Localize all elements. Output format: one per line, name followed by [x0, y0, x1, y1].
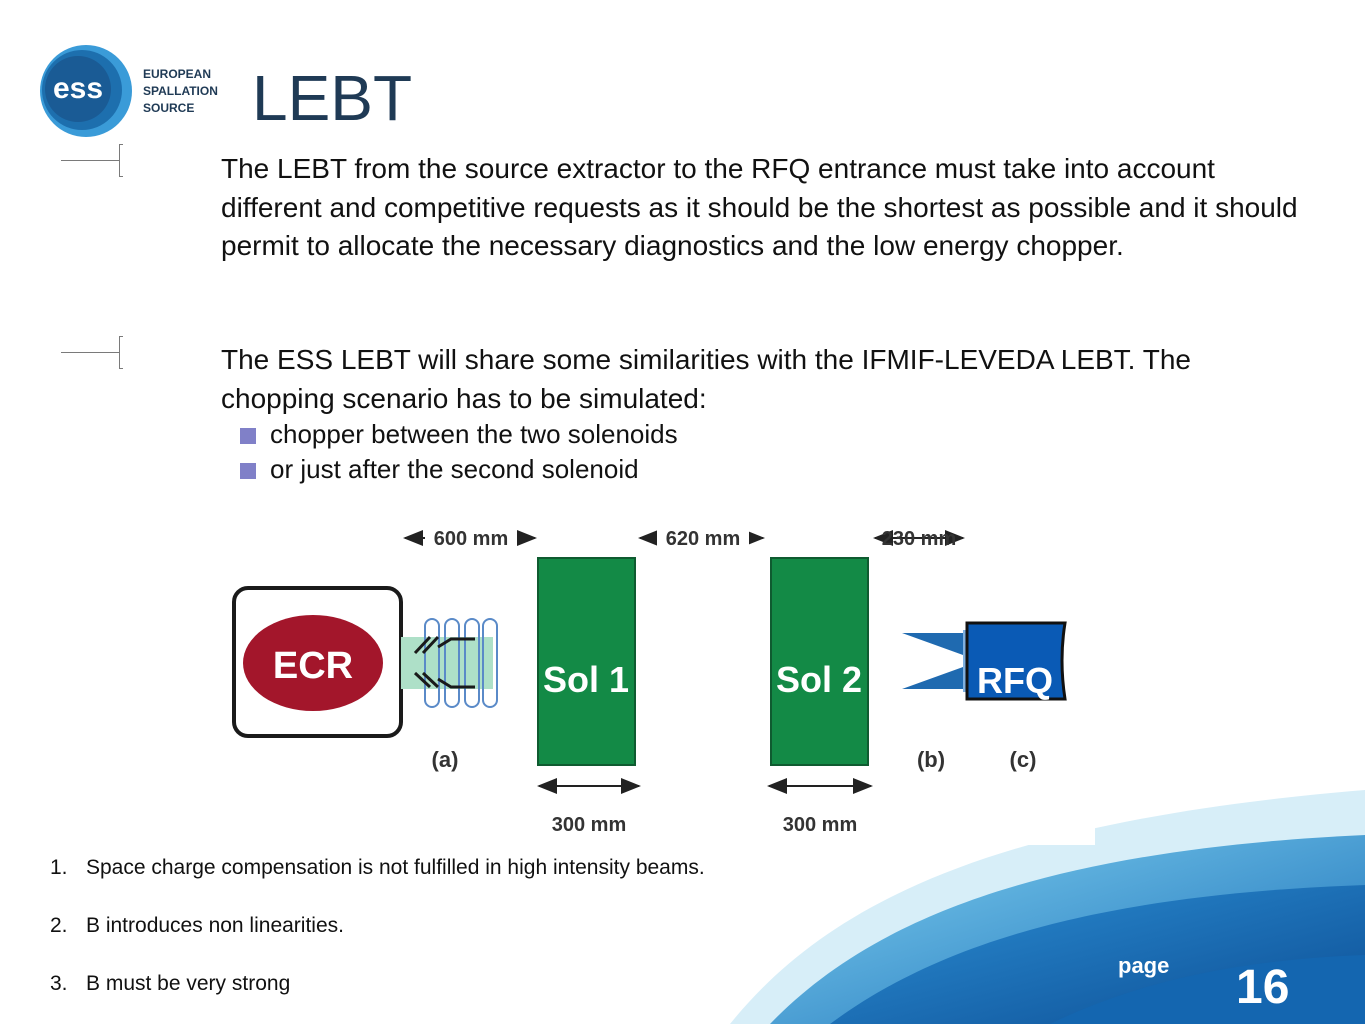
dimension-300-sol1: 300 mm	[552, 814, 627, 836]
slide-title: LEBT	[252, 62, 413, 134]
dimension-620-label: 620 mm	[666, 528, 741, 550]
note-number: 1.	[50, 856, 68, 879]
bullet-square-icon	[240, 463, 256, 479]
bullet-text: or just after the second solenoid	[270, 454, 639, 484]
label-a: (a)	[432, 747, 459, 772]
note-item: 2. B introduces non linearities.	[50, 914, 344, 938]
solenoid-1-label: Sol 1	[543, 659, 629, 700]
label-c: (c)	[1010, 747, 1037, 772]
paragraph-chopping-scenario: The ESS LEBT will share some similaritie…	[221, 344, 1191, 414]
solenoid-2-label: Sol 2	[776, 659, 862, 700]
dimension-600-label: 600 mm	[434, 528, 509, 550]
paragraph-lebt-requirements: The LEBT from the source extractor to th…	[221, 153, 1298, 261]
dimension-300-sol2: 300 mm	[783, 814, 858, 836]
bullet-item: chopper between the two solenoids	[240, 419, 678, 449]
lebt-layout-diagram: 600 mm 620 mm 230 mm ECR Sol 1 Sol 2 RFQ…	[225, 515, 1095, 845]
dimension-600: 600 mm	[403, 527, 537, 550]
ecr-plasma	[243, 615, 383, 711]
ess-logo: ess EUROPEAN SPALLATION SOURCE	[40, 45, 218, 137]
dimension-620: 620 mm	[638, 527, 765, 550]
note-text: B must be very strong	[86, 972, 291, 995]
logo-line3: SOURCE	[143, 101, 194, 115]
note-item: 1. Space charge compensation is not fulfi…	[50, 856, 705, 880]
paragraph-bracket-1	[61, 144, 123, 180]
extraction-system	[401, 618, 498, 708]
solenoid-1	[537, 557, 636, 766]
paragraph-bracket-2	[61, 336, 123, 372]
note-number: 2.	[50, 914, 68, 937]
chopper-cone	[902, 633, 963, 689]
ecr-label: ECR	[273, 645, 353, 687]
rfq-label: RFQ	[977, 660, 1053, 701]
bullet-item: or just after the second solenoid	[240, 454, 639, 484]
note-number: 3.	[50, 972, 68, 995]
rfq-body	[965, 621, 1067, 701]
logo-line2: SPALLATION	[143, 84, 218, 98]
page-number: 16	[1236, 961, 1290, 1014]
solenoid-2	[770, 557, 869, 766]
dimension-230-label: 230 mm	[882, 528, 957, 550]
bullet-text: chopper between the two solenoids	[270, 419, 678, 449]
dimension-230: 230 mm	[873, 528, 965, 550]
note-text: B introduces non linearities.	[86, 914, 344, 937]
note-item: 3. B must be very strong	[50, 972, 290, 996]
bullet-square-icon	[240, 428, 256, 444]
logo-line1: EUROPEAN	[143, 67, 211, 81]
logo-mark: ess	[53, 72, 103, 105]
note-text: Space charge compensation is not fulfill…	[86, 856, 705, 879]
label-b: (b)	[917, 747, 945, 772]
page-label: page	[1118, 953, 1170, 978]
